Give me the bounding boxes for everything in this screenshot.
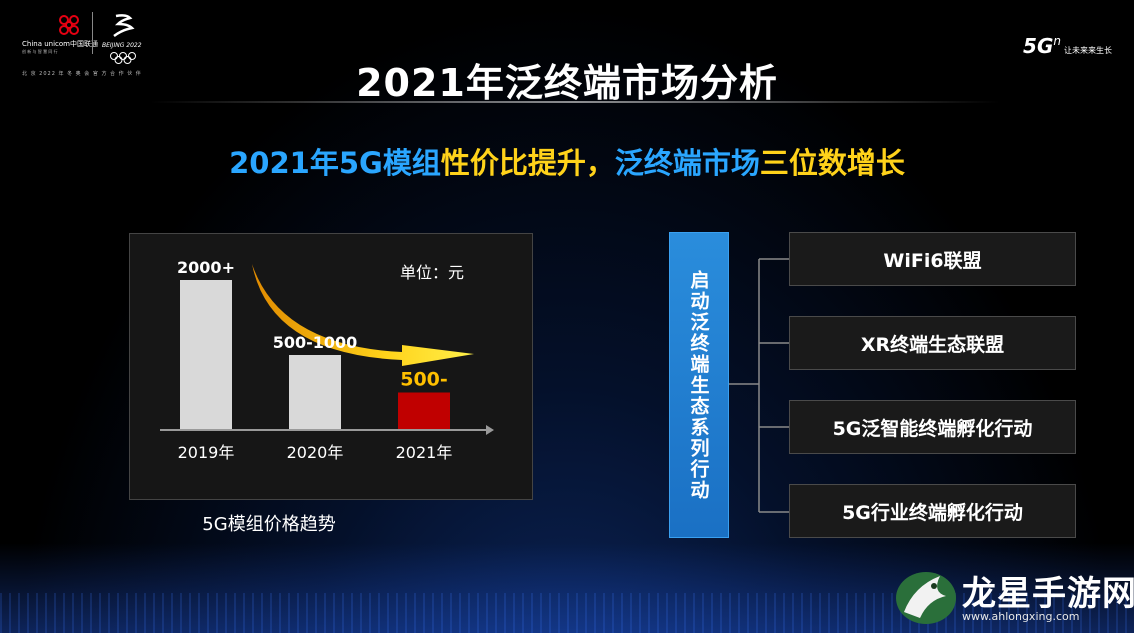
price-chart-panel: 单位：元 2000+ 2019年 500-1000 2020年 500- 2021年 — [129, 233, 533, 500]
action-xr-alliance: XR终端生态联盟 — [789, 316, 1076, 370]
page-title: 2021年泛终端市场分析 — [356, 61, 778, 105]
subtitle-part-2: 性价比提升， — [440, 146, 615, 180]
logo-area: China unicom中国联通 创 新 与 智 慧 同 行 BEIJING 2… — [22, 12, 152, 82]
data-label-1: 2000+ — [177, 258, 235, 277]
category-label-3: 2021年 — [396, 443, 453, 462]
beijing-2022-emblem-icon — [113, 14, 135, 38]
5g-mark: 5G — [1023, 34, 1054, 58]
5g-superscript: n — [1053, 34, 1061, 48]
watermark: 龙星手游网 www.ahlongxing.com — [878, 560, 1134, 633]
unit-label: 单位：元 — [400, 263, 464, 282]
action-wifi6-alliance: WiFi6联盟 — [789, 232, 1076, 286]
subtitle-part-1: 2021年5G模组 — [229, 146, 441, 180]
data-label-2: 500-1000 — [273, 333, 358, 352]
bar-2 — [289, 355, 341, 430]
unicom-slogan: 创 新 与 智 慧 同 行 — [22, 49, 58, 54]
beijing-2022-logo: BEIJING 2022 — [102, 12, 144, 66]
launch-ecosystem-box: 启动泛终端生态系列行动 — [669, 232, 729, 538]
unicom-name: China unicom中国联通 — [22, 40, 98, 48]
connector-lines — [729, 258, 789, 513]
olympic-rings-icon — [110, 52, 136, 64]
trend-arrow-icon — [252, 264, 474, 366]
watermark-name: 龙星手游网 — [962, 574, 1134, 614]
subtitle-part-3: 泛终端市场 — [614, 146, 760, 180]
subtitle: 2021年5G模组性价比提升，泛终端市场三位数增长 — [0, 140, 1134, 182]
dragon-logo-icon — [896, 572, 956, 624]
5g-logo: 5Gn让未来来生长 — [1023, 34, 1112, 58]
title-underline — [150, 101, 1000, 103]
action-5g-smart-terminal: 5G泛智能终端孵化行动 — [789, 400, 1076, 454]
bar-1 — [180, 280, 232, 430]
partner-text: 北 京 2022 年 冬 奥 会 官 方 合 作 伙 伴 — [22, 71, 142, 77]
action-5g-industry-terminal: 5G行业终端孵化行动 — [789, 484, 1076, 538]
china-unicom-knot-icon — [59, 15, 79, 35]
beijing-2022-text: BEIJING 2022 — [102, 42, 142, 49]
chart-caption: 5G模组价格趋势 — [202, 514, 336, 535]
subtitle-part-4: 三位数增长 — [759, 146, 905, 180]
category-label-1: 2019年 — [178, 443, 235, 462]
data-label-3: 500- — [400, 369, 448, 391]
x-axis-arrow-icon — [486, 425, 494, 435]
launch-label: 启动泛终端生态系列行动 — [687, 269, 710, 501]
bar-3 — [398, 392, 450, 430]
5g-tagline: 让未来来生长 — [1064, 46, 1112, 55]
logo-divider — [92, 12, 93, 54]
watermark-url: www.ahlongxing.com — [962, 610, 1080, 623]
price-trend-chart: 单位：元 2000+ 2019年 500-1000 2020年 500- 2021年 — [160, 258, 494, 462]
category-label-2: 2020年 — [287, 443, 344, 462]
